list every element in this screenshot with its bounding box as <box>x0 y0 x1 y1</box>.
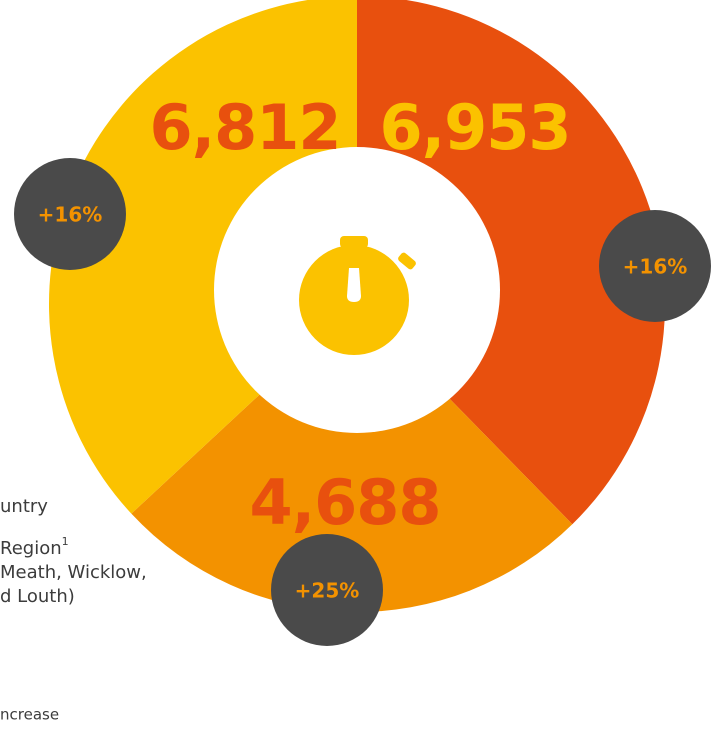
pie-slice <box>49 0 357 514</box>
change-badge <box>271 534 383 646</box>
note: Region1 <box>0 535 69 559</box>
pie <box>49 0 665 612</box>
change-label: +25% <box>295 579 360 603</box>
change-label: +16% <box>623 255 688 279</box>
stopwatch-icon <box>299 236 416 355</box>
value-label: 6,953 <box>379 91 570 164</box>
value-label: 4,688 <box>249 466 440 539</box>
value-label: 6,812 <box>149 91 340 164</box>
note: untry <box>0 496 48 517</box>
pie-slice <box>357 0 665 525</box>
note: d Louth) <box>0 586 75 607</box>
pie-slice <box>131 304 573 612</box>
change-label: +16% <box>38 203 103 227</box>
note: Meath, Wicklow, <box>0 562 147 583</box>
change-badge <box>14 158 126 270</box>
change-badge <box>599 210 711 322</box>
note: ncrease <box>0 706 59 724</box>
